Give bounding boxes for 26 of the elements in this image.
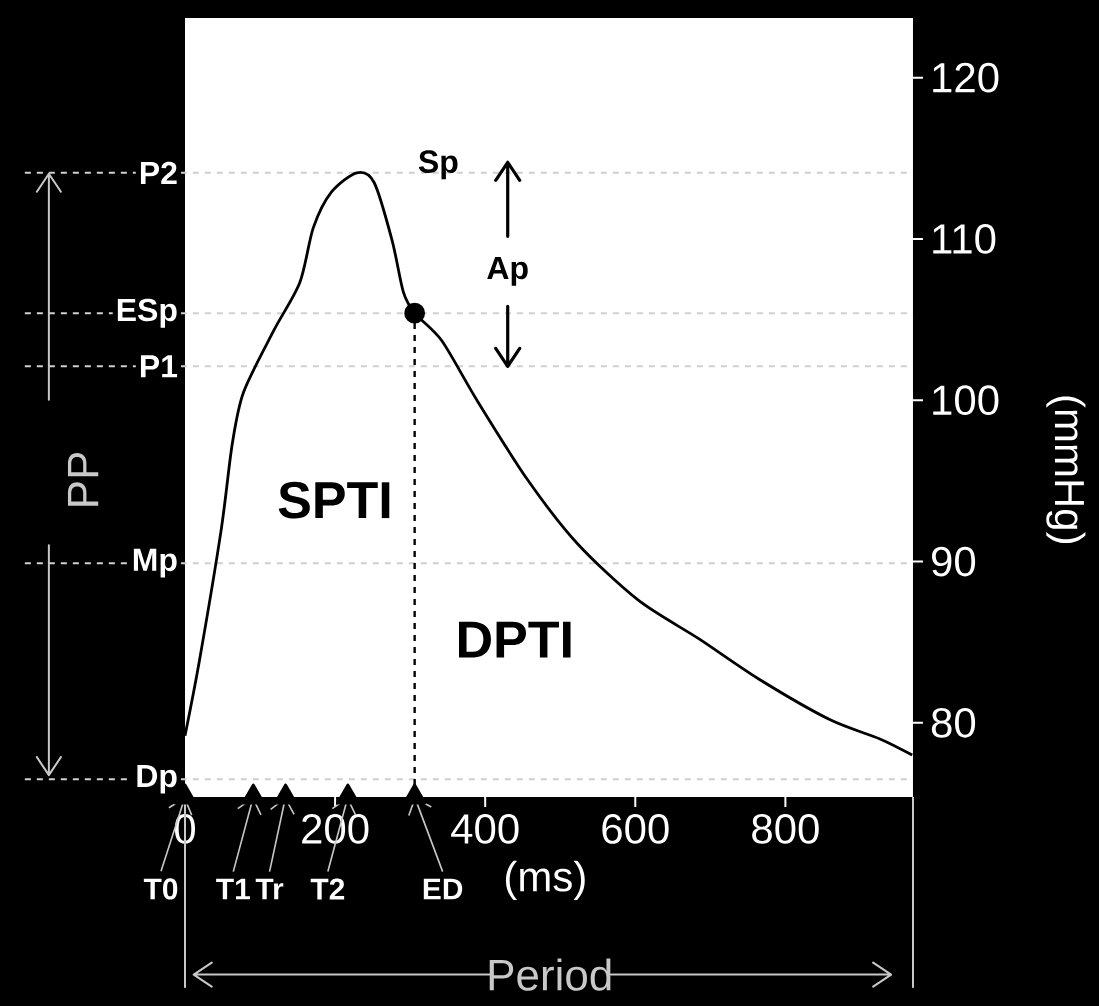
- x-tick-label: 800: [752, 814, 819, 844]
- y-axis-title: (mmHg): [1046, 396, 1086, 544]
- y-tick-label: 120: [933, 62, 999, 93]
- text: PP: [67, 452, 99, 506]
- text: Period: [489, 958, 611, 991]
- annotation: Sp: [418, 150, 458, 180]
- x-axis-title: (ms): [505, 860, 585, 900]
- y-tick-label: 80: [931, 707, 976, 738]
- ref-line-label: P1: [140, 355, 178, 378]
- x-tick-label: 400: [451, 814, 519, 844]
- annotation: DPTI: [459, 621, 571, 658]
- annotation: Tr: [255, 878, 284, 900]
- ref-line-label: Mp: [133, 548, 177, 578]
- y-tick-label: 90: [932, 546, 976, 577]
- annotation: T0: [143, 878, 178, 900]
- ref-line-label: ESp: [117, 298, 177, 328]
- annotation: SPTI: [278, 481, 390, 519]
- annotation: T1: [216, 878, 250, 900]
- ref-line-label: P2: [140, 161, 177, 184]
- y-tick-label: 110: [933, 224, 996, 254]
- annotation: T2: [310, 878, 345, 900]
- x-tick-label: 600: [602, 814, 669, 844]
- ref-line-label: Dp: [137, 764, 177, 794]
- annotation: Ap: [487, 257, 528, 286]
- y-tick-label: 100: [933, 385, 999, 416]
- ref-line-label: ED: [423, 878, 463, 900]
